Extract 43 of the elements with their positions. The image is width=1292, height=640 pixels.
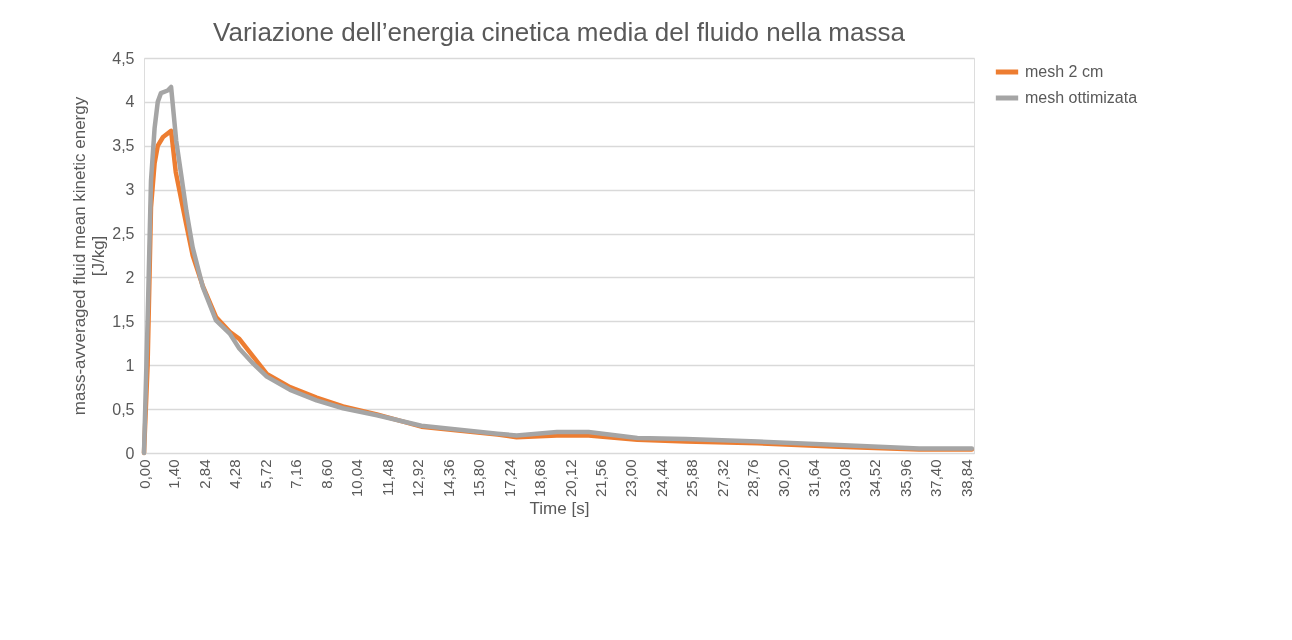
y-tick-label: 2,5 (112, 225, 135, 243)
x-tick-label: 18,68 (531, 459, 549, 498)
x-tick-label: 7,16 (287, 459, 305, 489)
x-tick-label: 14,36 (439, 459, 457, 498)
x-tick-label: 12,92 (409, 459, 427, 498)
x-tick-label: 21,56 (592, 459, 609, 498)
x-tick-label: 38,84 (957, 459, 975, 498)
y-tick-label: 0 (125, 444, 135, 462)
x-tick-label: 5,72 (256, 459, 274, 489)
x-tick-label: 0,00 (135, 459, 153, 489)
x-tick-label: 28,76 (744, 459, 762, 498)
x-tick-label: 37,40 (927, 459, 945, 498)
x-tick-label: 23,00 (622, 459, 640, 498)
y-tick-label: 3 (125, 181, 135, 199)
legend-label: mesh 2 cm (1025, 63, 1104, 80)
legend-label: mesh ottimizata (1025, 89, 1138, 106)
x-axis-title: Time [s] (529, 499, 590, 519)
y-tick-label: 4 (125, 93, 135, 111)
x-tick-label: 20,12 (561, 459, 579, 498)
y-tick-label: 1,5 (112, 312, 135, 330)
x-tick-label: 2,84 (195, 459, 213, 489)
x-tick-label: 24,44 (652, 459, 670, 498)
y-tick-label: 0,5 (112, 400, 135, 418)
y-tick-label: 2 (125, 268, 135, 286)
x-tick-label: 17,24 (500, 459, 518, 498)
y-tick-label: 3,5 (112, 137, 135, 155)
x-tick-label: 1,40 (165, 459, 183, 489)
x-tick-label: 30,20 (774, 459, 792, 498)
y-tick-label: 1 (125, 356, 135, 374)
x-tick-label: 31,64 (805, 459, 823, 498)
x-tick-label: 8,60 (317, 459, 335, 489)
x-tick-label: 15,80 (470, 459, 488, 498)
x-tick-label: 34,52 (866, 459, 884, 498)
x-tick-label: 27,32 (713, 459, 731, 498)
x-tick-label: 25,88 (683, 459, 701, 498)
y-tick-label: 4,5 (112, 49, 135, 67)
chart-title: Variazione dell’energia cinetica media del fluido nella massa (213, 17, 906, 47)
y-axis-title: mass-avveraged fluid mean kinetic energy [J/kg] (70, 96, 109, 416)
x-tick-label: 11,48 (378, 459, 396, 496)
x-tick-label: 4,28 (226, 459, 244, 489)
x-tick-label: 33,08 (835, 459, 853, 498)
x-tick-label: 35,96 (896, 459, 914, 498)
x-tick-label: 10,04 (348, 459, 366, 498)
